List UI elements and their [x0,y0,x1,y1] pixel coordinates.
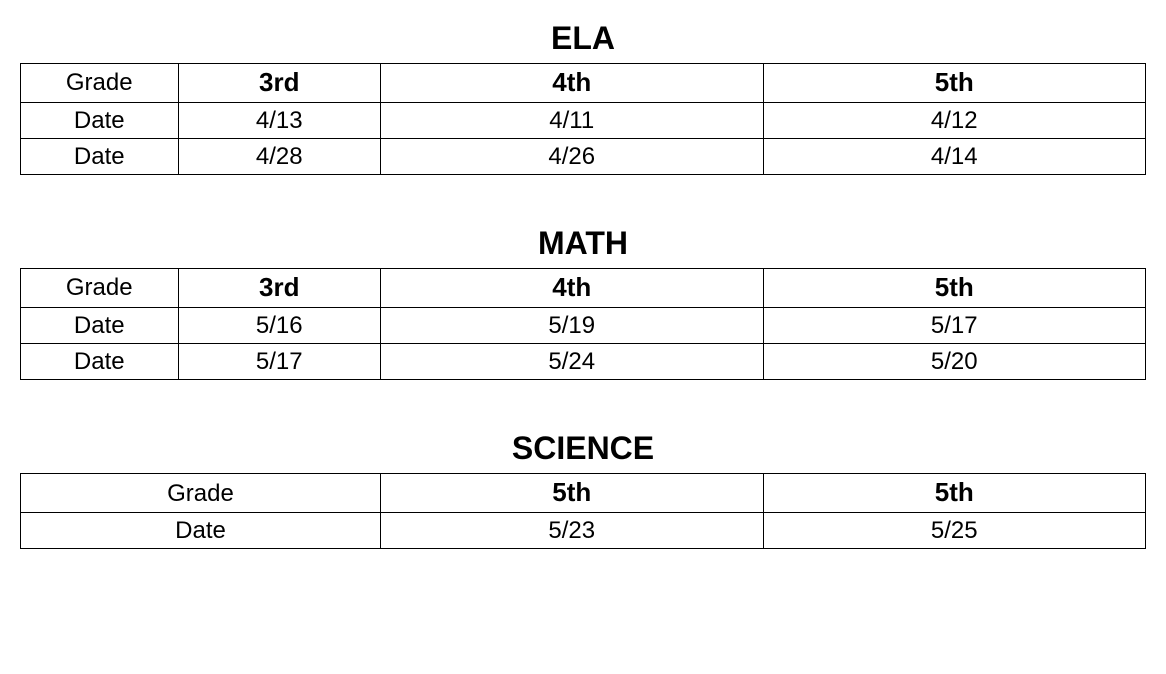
table-row: Grade 3rd 4th 5th [21,64,1146,103]
grade-header-cell: 5th [763,64,1146,103]
date-cell: 4/14 [763,138,1146,174]
table-row: Date 5/17 5/24 5/20 [21,344,1146,380]
table-row: Date 5/23 5/25 [21,513,1146,549]
date-label-cell: Date [21,138,179,174]
date-cell: 5/24 [381,344,764,380]
math-section: MATH Grade 3rd 4th 5th Date 5/16 5/19 5/… [20,225,1146,380]
grade-label-cell: Grade [21,474,381,513]
date-cell: 4/12 [763,102,1146,138]
date-cell: 5/17 [178,344,381,380]
table-row: Date 4/13 4/11 4/12 [21,102,1146,138]
date-cell: 5/20 [763,344,1146,380]
grade-header-cell: 4th [381,269,764,308]
date-cell: 5/17 [763,307,1146,343]
grade-header-cell: 4th [381,64,764,103]
table-row: Grade 5th 5th [21,474,1146,513]
grade-label-cell: Grade [21,269,179,308]
date-cell: 5/25 [763,513,1146,549]
grade-header-cell: 5th [381,474,764,513]
grade-label-cell: Grade [21,64,179,103]
grade-header-cell: 5th [763,269,1146,308]
table-row: Date 5/16 5/19 5/17 [21,307,1146,343]
science-section: SCIENCE Grade 5th 5th Date 5/23 5/25 [20,430,1146,549]
date-label-cell: Date [21,513,381,549]
science-table: Grade 5th 5th Date 5/23 5/25 [20,473,1146,549]
date-cell: 4/28 [178,138,381,174]
date-cell: 5/23 [381,513,764,549]
ela-section: ELA Grade 3rd 4th 5th Date 4/13 4/11 4/1… [20,20,1146,175]
date-label-cell: Date [21,102,179,138]
grade-header-cell: 3rd [178,64,381,103]
ela-table: Grade 3rd 4th 5th Date 4/13 4/11 4/12 Da… [20,63,1146,175]
date-cell: 4/26 [381,138,764,174]
date-label-cell: Date [21,307,179,343]
grade-header-cell: 5th [763,474,1146,513]
science-title: SCIENCE [20,430,1146,467]
date-cell: 4/13 [178,102,381,138]
date-cell: 5/16 [178,307,381,343]
date-cell: 4/11 [381,102,764,138]
date-cell: 5/19 [381,307,764,343]
table-row: Grade 3rd 4th 5th [21,269,1146,308]
date-label-cell: Date [21,344,179,380]
ela-title: ELA [20,20,1146,57]
math-table: Grade 3rd 4th 5th Date 5/16 5/19 5/17 Da… [20,268,1146,380]
table-row: Date 4/28 4/26 4/14 [21,138,1146,174]
math-title: MATH [20,225,1146,262]
grade-header-cell: 3rd [178,269,381,308]
